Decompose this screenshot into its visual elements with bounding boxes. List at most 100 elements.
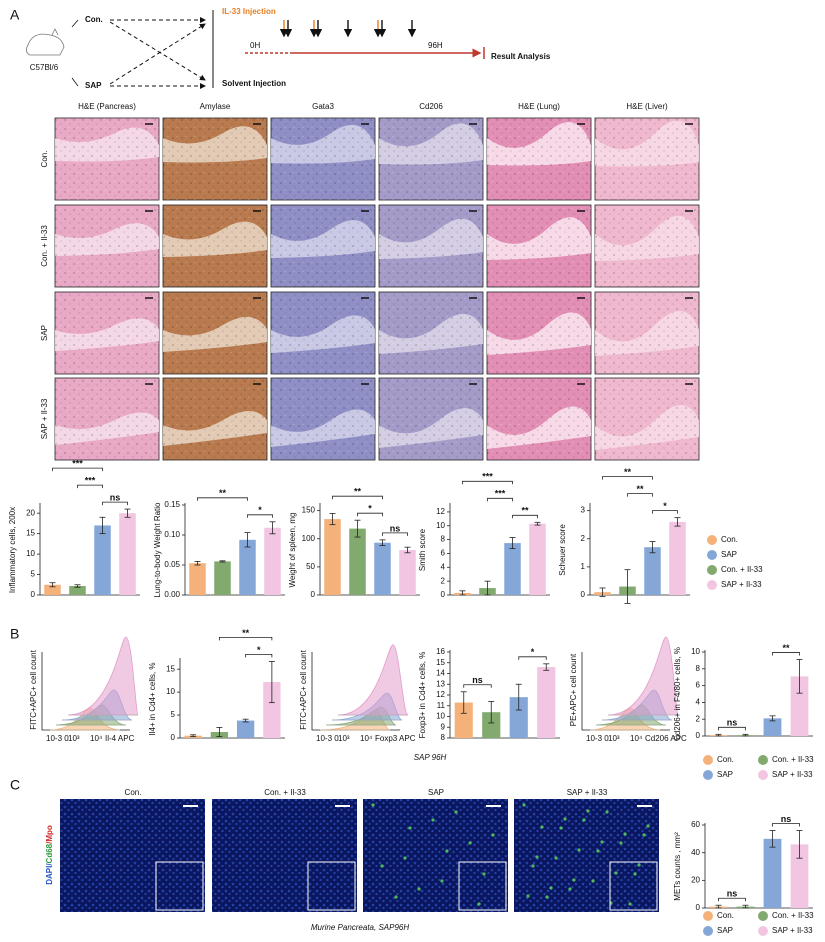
error-bar	[674, 517, 681, 527]
y-tick-label: 14	[436, 669, 445, 678]
texture	[163, 205, 267, 287]
bar: Con. + Il-33	[482, 712, 501, 738]
texture	[55, 118, 159, 200]
row-label: SAP	[40, 325, 49, 341]
bar: SAP	[236, 720, 255, 738]
bar: Con. + Il-33	[69, 586, 86, 595]
y-tick-label: 10	[436, 712, 445, 721]
cd68-signal	[531, 864, 535, 868]
panel-label: A	[10, 7, 20, 23]
inset	[155, 861, 204, 911]
y-tick-label: 0	[311, 590, 316, 599]
bar: Con.	[44, 584, 61, 595]
bar: SAP	[763, 718, 782, 736]
cd68-signal	[577, 848, 581, 852]
bar: SAP	[239, 539, 256, 595]
texture	[55, 292, 159, 374]
flow-x-tick: 10-3 0	[46, 734, 69, 743]
significance-label: ns	[390, 523, 401, 533]
stain-dapi: DAPI/	[45, 863, 54, 885]
bar: SAP	[504, 543, 521, 595]
y-tick-label: 10	[26, 549, 35, 558]
significance-bracket	[462, 480, 513, 485]
column-header: Amylase	[200, 102, 231, 111]
y-tick-label: 0	[696, 903, 701, 912]
legend-label: SAP + Il-33	[772, 770, 813, 779]
flow-x-tick: 10⁴	[360, 734, 373, 743]
timepoint: 96H	[428, 41, 443, 50]
y-tick-label: 150	[302, 506, 316, 515]
flow-x-tick: 10³	[68, 734, 80, 743]
texture	[595, 118, 699, 200]
histogram-trace	[67, 636, 139, 716]
cd68-signal	[637, 863, 641, 867]
flow-caption: SAP 96H	[414, 753, 447, 762]
y-tick-label: 6	[696, 681, 701, 690]
column-header: H&E (Pancreas)	[78, 102, 136, 111]
cd68-signal	[582, 818, 586, 822]
flow-x-tick: 10³	[338, 734, 350, 743]
error-bar	[599, 587, 606, 597]
error-bar	[769, 830, 776, 848]
significance-bracket	[247, 514, 273, 518]
error-bar	[484, 580, 491, 596]
significance-label: *	[258, 505, 262, 515]
legend-label: SAP	[717, 770, 733, 779]
cd68-signal	[600, 840, 604, 844]
significance-bracket	[627, 493, 653, 497]
significance-label: ***	[495, 489, 506, 499]
y-tick-label: 6	[441, 549, 446, 558]
legend-label: Con. + Il-33	[772, 755, 814, 764]
bar: SAP	[644, 547, 661, 595]
significance-label: ns	[472, 675, 483, 685]
strain: C57Bl/6	[30, 63, 59, 72]
y-tick-label: 10	[436, 521, 445, 530]
cd68-signal	[445, 849, 449, 853]
y-axis-label: Il4+ in Cd4+ cells, %	[148, 663, 157, 736]
error-bar	[460, 691, 467, 714]
bar: SAP + Il-33	[537, 667, 556, 738]
significance-label: ***	[85, 475, 96, 485]
histogram-trace	[337, 644, 409, 716]
significance-bracket	[357, 512, 383, 517]
texture	[271, 292, 375, 374]
texture	[487, 205, 591, 287]
y-tick-label: 15	[26, 529, 35, 538]
flow-x-tick: 10³	[608, 734, 620, 743]
texture	[595, 292, 699, 374]
column-header: H&E (Lung)	[518, 102, 560, 111]
error-bar	[796, 830, 803, 859]
if-images: Con. Con. + Il-33 SAP SAP + Il-33	[60, 788, 659, 912]
cd68-signal	[540, 825, 544, 829]
flow-x-tick: 10⁴	[90, 734, 103, 743]
row-label: Con.	[40, 151, 49, 168]
significance-bracket	[77, 484, 103, 489]
cd68-signal	[545, 895, 549, 899]
y-tick-label: 12	[436, 690, 445, 699]
y-tick-label: 0	[31, 590, 36, 599]
histogram-trace	[607, 636, 679, 716]
legend-label: Con. + Il-33	[772, 911, 814, 920]
significance-label: ns	[110, 492, 121, 502]
cd68-signal	[477, 902, 481, 906]
legend-swatch	[758, 770, 768, 780]
cd68-signal	[619, 841, 623, 845]
error-bar	[244, 532, 251, 548]
y-tick-label: 0	[581, 590, 586, 599]
bar: SAP + Il-33	[264, 527, 281, 595]
error-bar	[404, 546, 411, 554]
column-header: H&E (Liver)	[626, 102, 668, 111]
cd68-signal	[591, 879, 595, 883]
flow-y-label: FITC+APC+ cell count	[29, 649, 38, 729]
error-bar	[379, 539, 386, 546]
y-tick-label: 0	[696, 731, 701, 740]
if-header: Con.	[125, 788, 142, 797]
y-tick-label: 100	[302, 534, 316, 543]
significance-bracket	[197, 497, 248, 501]
treatment: IL-33 Injection	[222, 7, 276, 16]
error-bar	[742, 904, 749, 909]
cd68-signal	[535, 855, 539, 859]
error-bar	[742, 733, 749, 737]
